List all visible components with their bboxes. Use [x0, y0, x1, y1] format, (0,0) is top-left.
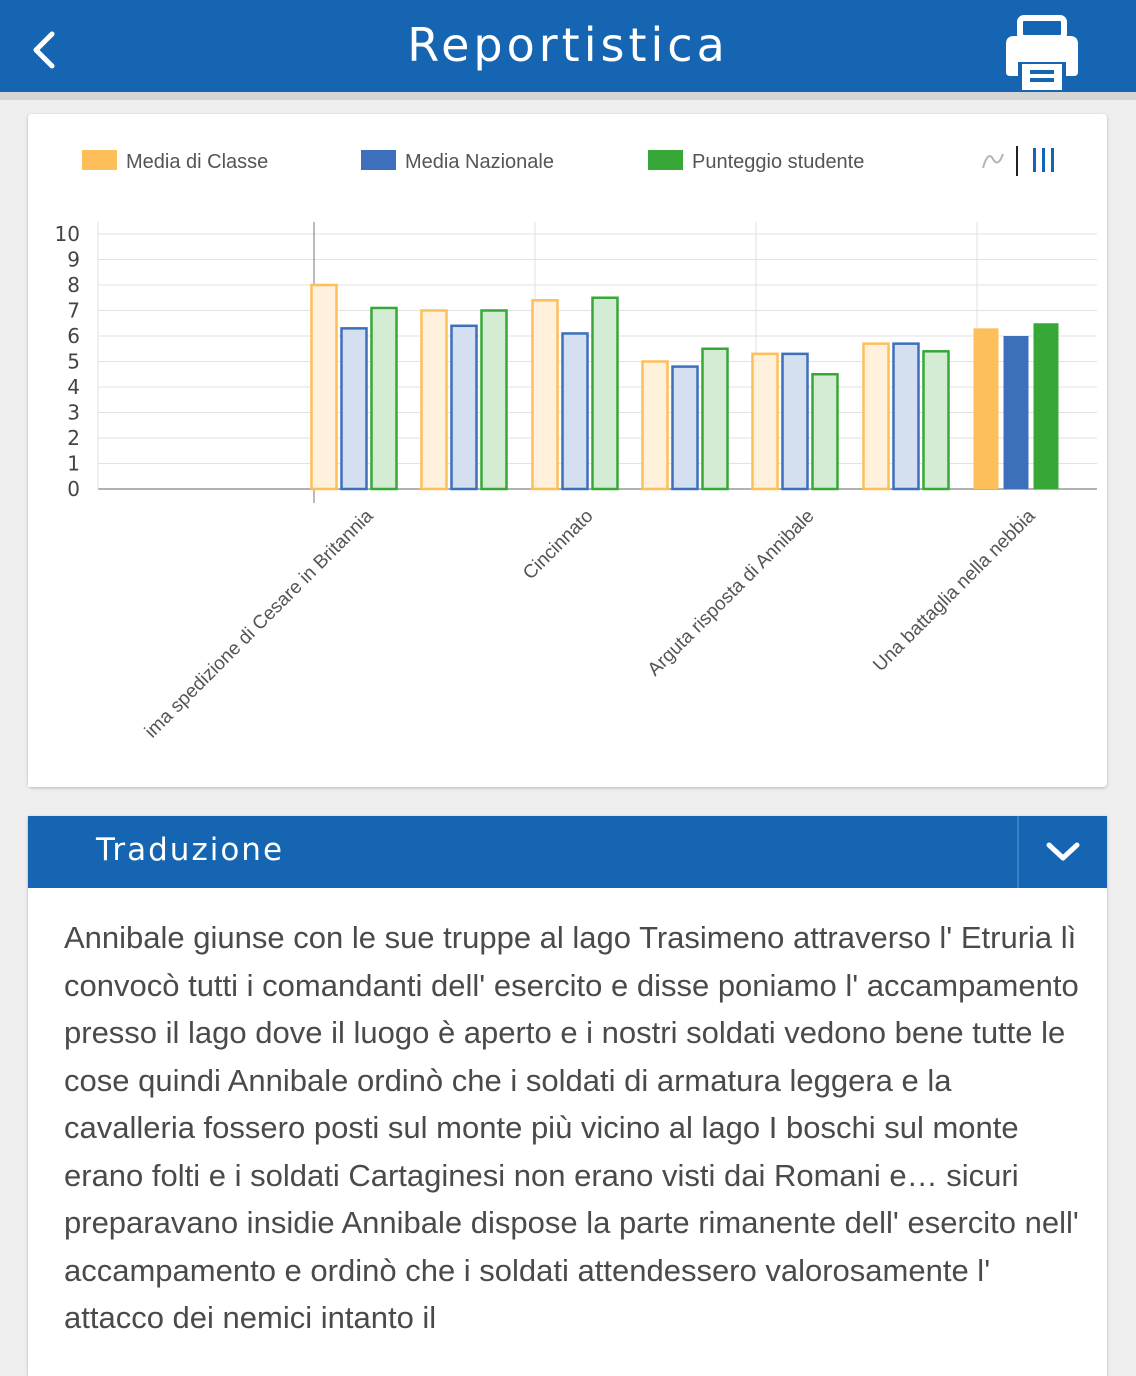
page-title: Reportistica [407, 18, 729, 72]
x-tick-label: Cincinnato [519, 506, 597, 584]
x-tick-label: Arguta risposta di Annibale [644, 506, 819, 681]
y-tick-label: 10 [55, 222, 80, 246]
bar [340, 327, 368, 491]
x-label-group: Una battaglia nella nebbia [869, 505, 1040, 676]
collapse-toggle[interactable] [1028, 824, 1098, 880]
y-tick-label: 9 [67, 248, 80, 272]
y-tick-label: 0 [67, 477, 80, 501]
bar [561, 332, 589, 491]
legend-swatch [361, 150, 396, 170]
print-button[interactable] [1000, 14, 1084, 94]
label-clip [28, 734, 113, 787]
bar [781, 352, 809, 491]
bar [701, 347, 729, 491]
y-tick-label: 3 [67, 401, 80, 425]
panel-divider [1017, 816, 1019, 888]
bar [531, 299, 559, 491]
bar-icon-stroke [1042, 148, 1045, 172]
chevron-down-icon [1046, 842, 1080, 861]
legend-label: Media Nazionale [405, 151, 554, 173]
bar [480, 309, 508, 491]
x-label-group: Cincinnato [519, 506, 597, 584]
bar-icon-stroke [1033, 148, 1036, 172]
translation-text: Annibale giunse con le sue truppe al lag… [64, 920, 1079, 1335]
bar [862, 342, 890, 491]
x-label-group: Arguta risposta di Annibale [644, 506, 819, 681]
app-header: Reportistica [0, 0, 1136, 100]
chevron-left-icon [33, 31, 55, 69]
x-tick-label: Una battaglia nella nebbia [869, 505, 1040, 676]
bar [811, 373, 839, 491]
bar [420, 309, 448, 491]
printer-icon [1006, 15, 1078, 90]
translation-panel: Traduzione Annibale giunse con le sue tr… [28, 816, 1107, 1376]
bar [641, 360, 669, 491]
y-tick-label: 2 [67, 426, 80, 450]
y-tick-label: 1 [67, 452, 80, 476]
x-tick-label: ima spedizione di Cesare in Britannia [141, 505, 378, 742]
x-label-group: ima spedizione di Cesare in Britannia [141, 505, 378, 742]
back-button[interactable] [22, 22, 70, 78]
y-tick-label: 6 [67, 324, 80, 348]
bar [370, 306, 398, 491]
bar [671, 365, 699, 491]
bar [922, 350, 950, 491]
bar [892, 342, 920, 491]
bar [1003, 336, 1029, 489]
y-tick-label: 4 [67, 375, 80, 399]
legend-swatch [82, 150, 117, 170]
panel-header[interactable]: Traduzione [28, 816, 1107, 888]
legend-label: Media di Classe [126, 151, 268, 173]
chart-card: 0 1 2 3 4 5 6 7 8 9 10 ima spedizione di Cesare in … [28, 114, 1107, 787]
line-chart-icon[interactable] [982, 153, 1004, 169]
y-tick-label: 7 [67, 299, 80, 323]
y-tick-label: 5 [67, 350, 80, 374]
bar [310, 283, 338, 491]
legend-label: Punteggio studente [692, 151, 864, 173]
bar-icon-stroke [1051, 148, 1054, 172]
legend-swatch [648, 150, 683, 170]
bar-chart-icon[interactable] [1033, 148, 1054, 172]
panel-title: Traduzione [96, 832, 285, 868]
bar [751, 352, 779, 491]
bar [1033, 323, 1059, 489]
bar [450, 324, 478, 491]
bar [591, 296, 619, 491]
bar [973, 328, 999, 489]
y-tick-label: 8 [67, 273, 80, 297]
